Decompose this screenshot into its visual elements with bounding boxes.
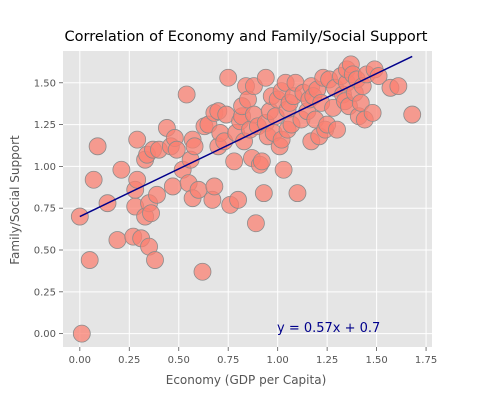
x-tick-label: 1.25 bbox=[316, 355, 338, 366]
scatter-point bbox=[289, 185, 306, 202]
x-tick-label: 0.50 bbox=[168, 355, 190, 366]
x-tick-labels: 0.00 0.25 0.50 0.75 1.00 1.25 1.50 1.75 bbox=[69, 347, 438, 366]
scatter-point bbox=[220, 69, 237, 86]
scatter-point bbox=[230, 191, 247, 208]
scatter-point bbox=[404, 106, 421, 123]
scatter-point bbox=[164, 178, 181, 195]
y-tick-label: 0.75 bbox=[34, 204, 56, 215]
scatter-point bbox=[253, 153, 270, 170]
y-tick-label: 1.25 bbox=[34, 120, 56, 131]
scatter-point bbox=[206, 178, 223, 195]
regression-equation: y = 0.57x + 0.7 bbox=[277, 321, 380, 336]
scatter-point bbox=[257, 69, 274, 86]
scatter-point bbox=[148, 186, 165, 203]
x-tick-label: 0.00 bbox=[69, 355, 91, 366]
scatter-point bbox=[178, 86, 195, 103]
scatter-point bbox=[81, 252, 98, 269]
y-tick-label: 0.25 bbox=[34, 287, 56, 298]
y-tick-labels: 0.00 0.25 0.50 0.75 1.00 1.25 1.50 bbox=[34, 78, 63, 340]
scatter-point bbox=[275, 161, 292, 178]
scatter-point bbox=[109, 231, 126, 248]
x-tick-label: 1.00 bbox=[267, 355, 289, 366]
y-tick-label: 1.00 bbox=[34, 162, 56, 173]
x-tick-label: 1.50 bbox=[365, 355, 387, 366]
scatter-point bbox=[186, 138, 203, 155]
scatter-point bbox=[226, 153, 243, 170]
scatter-point bbox=[129, 131, 146, 148]
y-axis-label: Family/Social Support bbox=[8, 135, 22, 265]
y-tick-label: 1.50 bbox=[34, 78, 56, 89]
scatter-point bbox=[390, 78, 407, 95]
y-tick-label: 0.50 bbox=[34, 246, 56, 257]
x-tick-label: 0.25 bbox=[118, 355, 140, 366]
y-tick-label: 0.00 bbox=[34, 329, 56, 340]
scatter-point bbox=[147, 252, 164, 269]
chart-title: Correlation of Economy and Family/Social… bbox=[65, 29, 428, 45]
scatter-point bbox=[85, 171, 102, 188]
scatter-point bbox=[247, 215, 264, 232]
x-axis-label: Economy (GDP per Capita) bbox=[166, 373, 327, 387]
x-tick-label: 1.75 bbox=[415, 355, 437, 366]
scatter-point bbox=[255, 185, 272, 202]
scatter-point bbox=[364, 104, 381, 121]
scatter-point bbox=[113, 161, 130, 178]
scatter-point bbox=[329, 121, 346, 138]
scatter-point bbox=[143, 205, 160, 222]
scatter-point bbox=[73, 325, 90, 342]
scatter-point bbox=[194, 263, 211, 280]
scatter-point bbox=[89, 138, 106, 155]
x-tick-label: 0.75 bbox=[217, 355, 239, 366]
